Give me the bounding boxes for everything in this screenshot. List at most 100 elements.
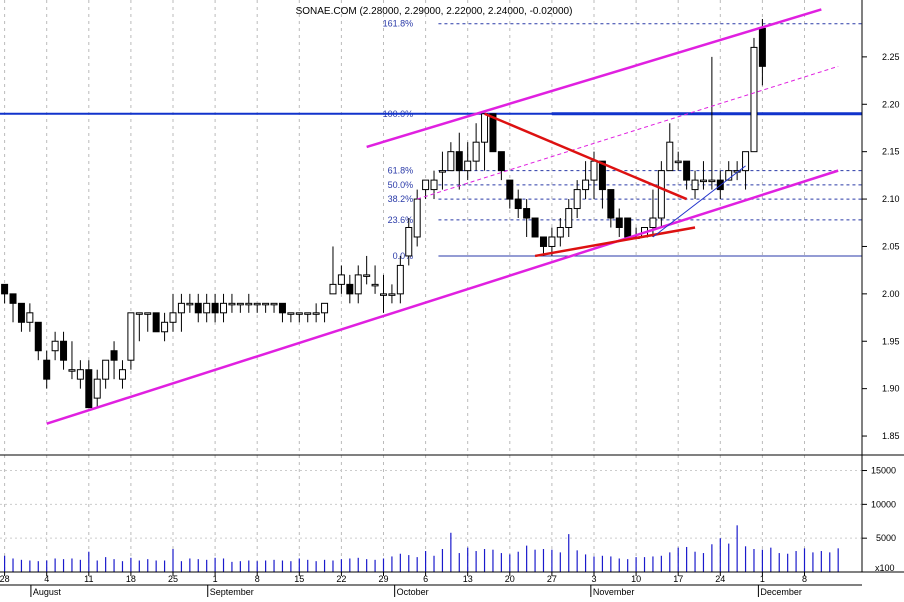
candle-body bbox=[287, 312, 295, 315]
trend-line bbox=[417, 65, 839, 200]
month-label: November bbox=[593, 587, 635, 597]
candle-body bbox=[304, 312, 312, 315]
candle-body bbox=[337, 274, 345, 285]
chart-title: SONAE.COM (2.28000, 2.29000, 2.22000, 2.… bbox=[296, 6, 573, 17]
candle-body bbox=[598, 160, 606, 191]
candle-body bbox=[506, 179, 514, 200]
date-tick-label: 25 bbox=[168, 574, 178, 584]
trend-line bbox=[46, 169, 839, 425]
fib-level-label: 23.6% bbox=[388, 215, 414, 225]
candle-body bbox=[321, 302, 329, 314]
candle-body bbox=[43, 359, 51, 380]
candle-body bbox=[514, 198, 522, 210]
candle-body bbox=[236, 302, 244, 306]
candle-body bbox=[228, 302, 236, 306]
volume-tick-label: 5000 bbox=[876, 533, 896, 543]
volume-bars bbox=[3, 525, 839, 572]
candle-body bbox=[531, 217, 539, 238]
candle-body bbox=[742, 151, 750, 172]
candle-body bbox=[220, 302, 228, 314]
candle-body bbox=[329, 283, 337, 295]
candle-body bbox=[455, 151, 463, 172]
date-tick-label: 24 bbox=[715, 574, 725, 584]
candle-body bbox=[127, 312, 135, 361]
candle-body bbox=[582, 179, 590, 191]
candle-body bbox=[624, 217, 632, 238]
date-tick-label: 13 bbox=[463, 574, 473, 584]
date-tick-label: 18 bbox=[126, 574, 136, 584]
trend-line bbox=[652, 165, 746, 238]
candle-body bbox=[161, 321, 169, 333]
candle-body bbox=[203, 302, 211, 314]
date-tick-label: 3 bbox=[591, 574, 596, 584]
candle-body bbox=[523, 208, 531, 219]
candle-body bbox=[413, 198, 421, 238]
price-tick-label: 2.25 bbox=[882, 52, 900, 62]
candle-body bbox=[270, 302, 278, 306]
price-tick-label: 2.15 bbox=[882, 147, 900, 157]
date-tick-label: 10 bbox=[631, 574, 641, 584]
candle-body bbox=[666, 141, 674, 172]
candle-body bbox=[68, 369, 76, 372]
fib-level-label: 161.8% bbox=[383, 19, 414, 29]
candle-body bbox=[135, 312, 143, 315]
candle-body bbox=[758, 27, 766, 67]
candle-body bbox=[556, 227, 564, 238]
candle-body bbox=[438, 170, 446, 173]
candle-body bbox=[607, 189, 615, 219]
candle-body bbox=[464, 160, 472, 172]
fib-level-label: 50.0% bbox=[388, 180, 414, 190]
candle-body bbox=[110, 350, 118, 361]
price-tick-label: 2.20 bbox=[882, 99, 900, 109]
candle-body bbox=[691, 179, 699, 191]
date-tick-label: 1 bbox=[213, 574, 218, 584]
candle-body bbox=[295, 312, 303, 315]
candle-body bbox=[312, 312, 320, 315]
price-tick-label: 1.85 bbox=[882, 431, 900, 441]
candle-body bbox=[388, 293, 396, 296]
trend-lines bbox=[46, 8, 839, 425]
candle-body bbox=[169, 312, 177, 323]
candle-body bbox=[371, 283, 379, 287]
candle-body bbox=[447, 151, 455, 172]
candle-body bbox=[497, 151, 505, 172]
date-tick-label: 11 bbox=[84, 574, 93, 584]
candle-body bbox=[405, 227, 413, 257]
candle-body bbox=[422, 179, 430, 191]
candle-body bbox=[539, 236, 547, 247]
candle-body bbox=[253, 302, 261, 306]
candle-body bbox=[194, 302, 202, 314]
candle-body bbox=[26, 312, 34, 323]
candle-body bbox=[725, 170, 733, 181]
date-tick-label: 20 bbox=[505, 574, 515, 584]
date-tick-label: 22 bbox=[336, 574, 346, 584]
candle-body bbox=[346, 283, 354, 295]
candle-body bbox=[708, 179, 716, 183]
candle-body bbox=[186, 302, 194, 306]
candle-body bbox=[750, 46, 758, 153]
fib-level-label: 0.0% bbox=[393, 251, 414, 261]
candle-body bbox=[430, 179, 438, 191]
candle-body bbox=[85, 369, 93, 409]
candle-body bbox=[683, 160, 691, 181]
price-tick-label: 1.95 bbox=[882, 336, 900, 346]
candle-body bbox=[76, 369, 84, 380]
date-tick-label: 29 bbox=[378, 574, 388, 584]
grid bbox=[0, 0, 862, 572]
candle-body bbox=[51, 340, 59, 352]
candle-body bbox=[211, 302, 219, 314]
price-tick-label: 2.00 bbox=[882, 289, 900, 299]
candle-body bbox=[144, 312, 152, 315]
candle-body bbox=[489, 113, 497, 153]
price-tick-label: 2.10 bbox=[882, 194, 900, 204]
trend-line bbox=[534, 226, 696, 258]
candle-body bbox=[396, 264, 404, 295]
date-tick-label: 27 bbox=[547, 574, 557, 584]
candle-body bbox=[9, 293, 17, 304]
candle-body bbox=[354, 274, 362, 295]
date-tick-label: 6 bbox=[423, 574, 428, 584]
candle-body bbox=[363, 274, 371, 277]
price-tick-label: 2.05 bbox=[882, 241, 900, 251]
